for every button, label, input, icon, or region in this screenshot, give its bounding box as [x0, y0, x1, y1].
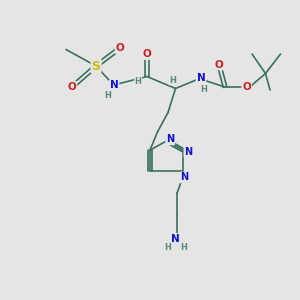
Text: N: N	[171, 234, 180, 244]
Text: S: S	[92, 59, 100, 73]
Text: O: O	[116, 43, 124, 53]
Text: N: N	[181, 172, 189, 182]
Text: H: H	[104, 92, 111, 100]
Text: H: H	[135, 77, 142, 86]
Text: H: H	[180, 243, 187, 252]
Text: H: H	[169, 76, 176, 85]
Text: O: O	[68, 82, 76, 92]
Text: O: O	[214, 59, 224, 70]
Text: O: O	[142, 49, 152, 59]
Text: H: H	[165, 243, 172, 252]
Text: N: N	[166, 134, 174, 145]
Text: N: N	[110, 80, 118, 91]
Text: O: O	[242, 82, 251, 92]
Text: N: N	[196, 73, 206, 83]
Text: N: N	[184, 147, 193, 157]
Text: H: H	[201, 85, 207, 94]
